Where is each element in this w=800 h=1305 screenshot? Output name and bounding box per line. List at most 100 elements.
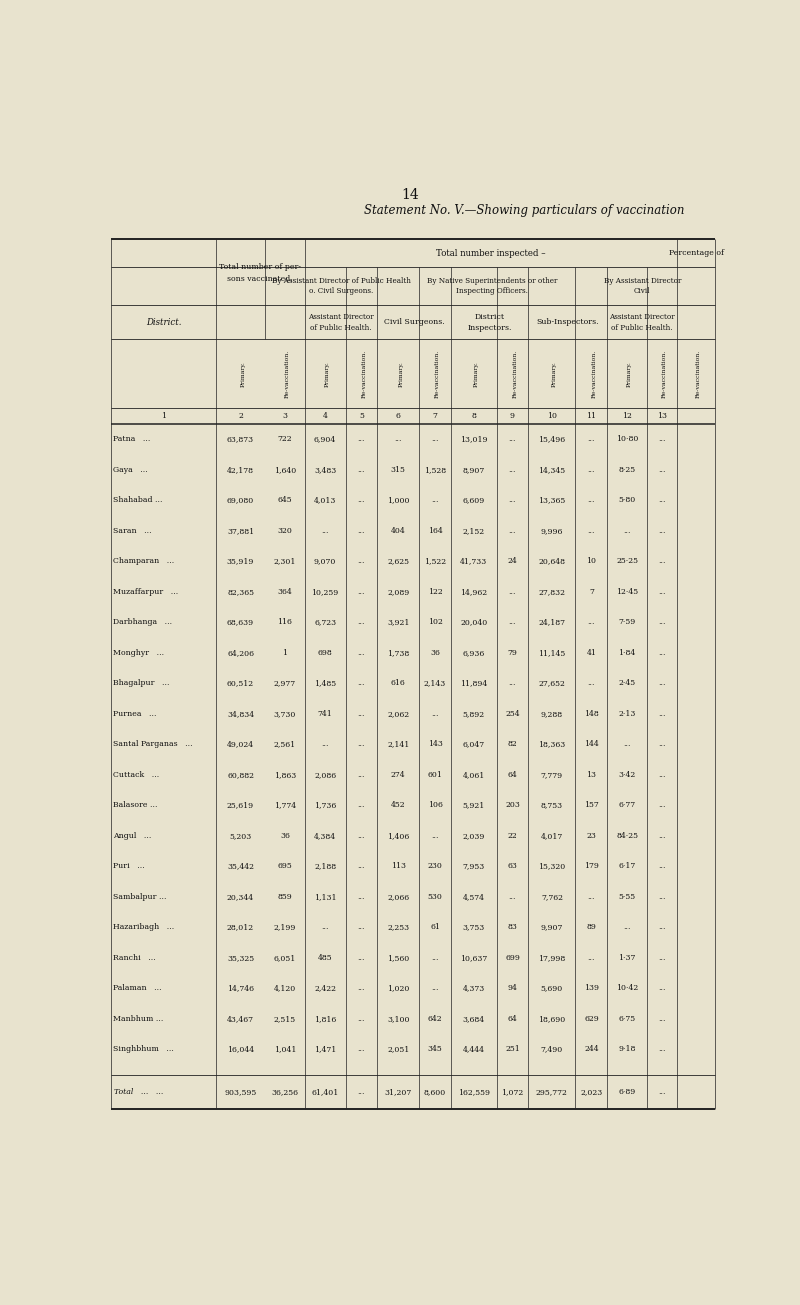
Text: District.: District.	[146, 318, 182, 326]
Text: ...: ...	[588, 527, 595, 535]
Text: ...: ...	[509, 435, 516, 444]
Text: Assistant Director
of Public Health.: Assistant Director of Public Health.	[308, 313, 374, 331]
Text: 1·37: 1·37	[618, 954, 636, 962]
Text: 35,442: 35,442	[227, 863, 254, 870]
Text: 79: 79	[507, 649, 518, 656]
Text: 642: 642	[428, 1015, 442, 1023]
Text: 4,574: 4,574	[462, 893, 485, 900]
Text: 20,344: 20,344	[227, 893, 254, 900]
Text: ...: ...	[658, 924, 666, 932]
Text: 1,528: 1,528	[424, 466, 446, 474]
Text: ...: ...	[358, 710, 366, 718]
Text: ...: ...	[658, 1045, 666, 1053]
Text: 2,143: 2,143	[424, 679, 446, 688]
Text: 82: 82	[508, 740, 518, 748]
Text: 5: 5	[359, 412, 364, 420]
Text: 3,753: 3,753	[462, 924, 485, 932]
Text: 25,619: 25,619	[227, 801, 254, 809]
Text: 42,178: 42,178	[227, 466, 254, 474]
Text: Re-vaccination.: Re-vaccination.	[435, 350, 440, 398]
Text: 5,892: 5,892	[462, 710, 485, 718]
Text: ...: ...	[358, 527, 366, 535]
Text: Primary.: Primary.	[325, 360, 330, 386]
Text: 452: 452	[391, 801, 406, 809]
Text: 722: 722	[278, 435, 292, 444]
Text: 22: 22	[508, 831, 518, 840]
Text: 4: 4	[322, 412, 327, 420]
Text: 345: 345	[428, 1045, 442, 1053]
Text: 6·17: 6·17	[618, 863, 636, 870]
Text: 157: 157	[584, 801, 598, 809]
Text: 4,384: 4,384	[314, 831, 336, 840]
Text: 3,921: 3,921	[387, 619, 410, 626]
Text: 2,066: 2,066	[387, 893, 410, 900]
Text: 15,320: 15,320	[538, 863, 566, 870]
Text: 1,406: 1,406	[387, 831, 410, 840]
Text: 2,152: 2,152	[462, 527, 485, 535]
Text: 27,652: 27,652	[538, 679, 566, 688]
Text: 15,496: 15,496	[538, 435, 566, 444]
Text: ...: ...	[623, 924, 630, 932]
Text: 3,684: 3,684	[462, 1015, 485, 1023]
Text: 364: 364	[278, 587, 292, 595]
Text: ...: ...	[509, 679, 516, 688]
Text: 2,253: 2,253	[387, 924, 410, 932]
Text: 1: 1	[282, 649, 287, 656]
Text: ...: ...	[358, 435, 366, 444]
Text: 102: 102	[428, 619, 442, 626]
Text: 5,203: 5,203	[230, 831, 252, 840]
Text: 25·25: 25·25	[616, 557, 638, 565]
Text: 9,070: 9,070	[314, 557, 336, 565]
Text: 11,145: 11,145	[538, 649, 566, 656]
Text: 9,996: 9,996	[541, 527, 563, 535]
Text: ...: ...	[658, 984, 666, 992]
Text: 1: 1	[161, 412, 166, 420]
Text: Primary.: Primary.	[474, 360, 478, 386]
Text: Primary.: Primary.	[398, 360, 403, 386]
Text: 113: 113	[391, 863, 406, 870]
Text: ...: ...	[658, 466, 666, 474]
Text: 2,301: 2,301	[274, 557, 296, 565]
Text: Ranchi   ...: Ranchi ...	[113, 954, 156, 962]
Text: 1,485: 1,485	[314, 679, 336, 688]
Text: 63,873: 63,873	[227, 435, 254, 444]
Text: ...: ...	[658, 831, 666, 840]
Text: ...: ...	[358, 649, 366, 656]
Text: 60,882: 60,882	[227, 771, 254, 779]
Text: ...: ...	[358, 466, 366, 474]
Text: 7,762: 7,762	[541, 893, 563, 900]
Text: Palaman   ...: Palaman ...	[113, 984, 162, 992]
Text: 1,471: 1,471	[314, 1045, 336, 1053]
Text: 14,746: 14,746	[227, 984, 254, 992]
Text: Darbhanga   ...: Darbhanga ...	[113, 619, 172, 626]
Text: ...: ...	[322, 527, 329, 535]
Text: 94: 94	[507, 984, 518, 992]
Text: 83: 83	[507, 924, 518, 932]
Text: 64,206: 64,206	[227, 649, 254, 656]
Text: 36,256: 36,256	[271, 1088, 298, 1096]
Text: 601: 601	[428, 771, 442, 779]
Text: 69,080: 69,080	[227, 496, 254, 504]
Text: 2,051: 2,051	[387, 1045, 410, 1053]
Text: 43,467: 43,467	[227, 1015, 254, 1023]
Text: ...: ...	[431, 984, 439, 992]
Text: 741: 741	[318, 710, 333, 718]
Text: Re-vaccination.: Re-vaccination.	[696, 350, 701, 398]
Text: 6,609: 6,609	[462, 496, 485, 504]
Text: Total number inspected –: Total number inspected –	[436, 248, 546, 257]
Text: Manbhum ...: Manbhum ...	[113, 1015, 163, 1023]
Text: 11,894: 11,894	[460, 679, 487, 688]
Text: Santal Parganas   ...: Santal Parganas ...	[113, 740, 193, 748]
Text: 18,363: 18,363	[538, 740, 566, 748]
Text: 20,648: 20,648	[538, 557, 566, 565]
Text: 2,141: 2,141	[387, 740, 410, 748]
Text: Muzaffarpur   ...: Muzaffarpur ...	[113, 587, 178, 595]
Text: ...: ...	[358, 557, 366, 565]
Text: ...: ...	[431, 710, 439, 718]
Text: ...: ...	[431, 954, 439, 962]
Text: 13: 13	[657, 412, 667, 420]
Text: 7,953: 7,953	[462, 863, 485, 870]
Text: Puri   ...: Puri ...	[113, 863, 145, 870]
Text: 9·18: 9·18	[618, 1045, 636, 1053]
Text: 1,736: 1,736	[314, 801, 336, 809]
